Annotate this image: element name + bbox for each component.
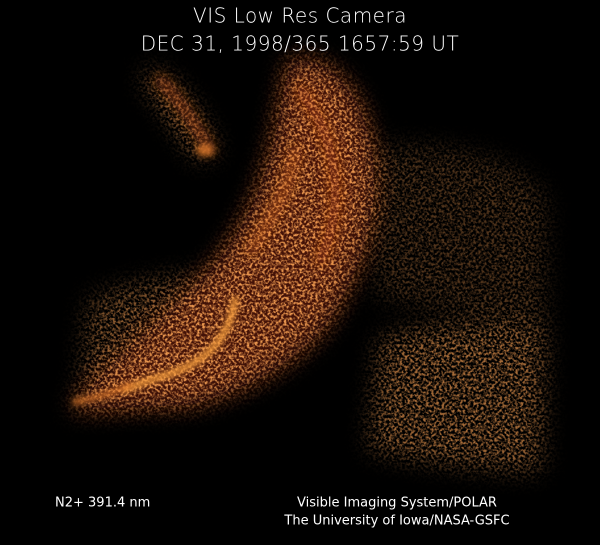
credit-line: Visible Imaging System/POLAR (297, 496, 497, 511)
title: VIS Low Res Camera (193, 4, 407, 28)
credit-line: The University of Iowa/NASA-GSFC (283, 514, 509, 529)
filter-label: N2+ 391.4 nm (55, 496, 150, 511)
timestamp: DEC 31, 1998/365 1657:59 UT (141, 32, 460, 56)
